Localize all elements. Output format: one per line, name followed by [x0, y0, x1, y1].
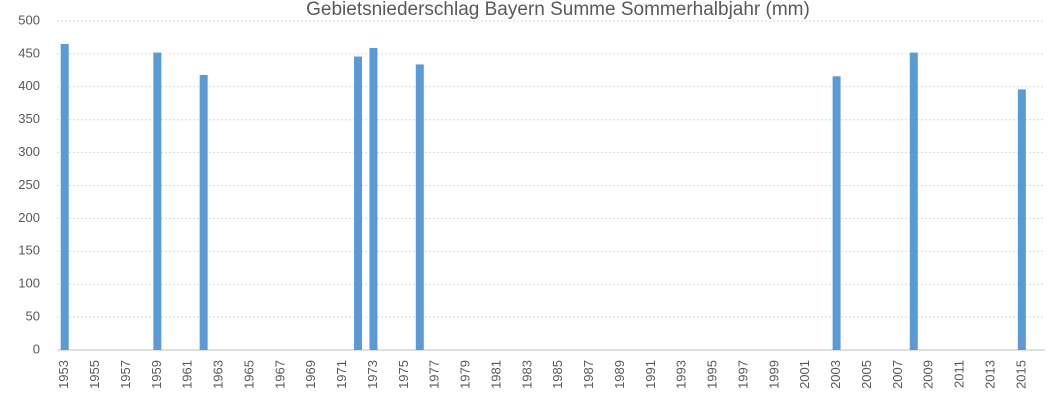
- x-tick-label: 2001: [797, 360, 812, 389]
- y-tick-label: 450: [18, 45, 40, 60]
- x-tick-label: 1981: [488, 360, 503, 389]
- x-tick-label: 1993: [674, 360, 689, 389]
- x-tick-label: 1955: [87, 360, 102, 389]
- bar: [369, 47, 378, 351]
- x-tick-label: 2007: [890, 360, 905, 389]
- y-tick-label: 300: [18, 144, 40, 159]
- x-tick-label: 1979: [458, 360, 473, 389]
- y-tick-label: 500: [18, 12, 40, 27]
- x-tick-label: 1973: [365, 360, 380, 389]
- chart-title: Gebietsniederschlag Bayern Summe Sommerh…: [306, 0, 810, 20]
- y-tick-label: 400: [18, 78, 40, 93]
- x-tick-label: 2013: [982, 360, 997, 389]
- x-tick-label: 1987: [581, 360, 596, 389]
- x-tick-label: 1985: [550, 360, 565, 389]
- bar: [909, 52, 918, 351]
- x-tick-label: 2009: [921, 360, 936, 389]
- bar: [832, 76, 841, 350]
- x-tick-label: 1983: [519, 360, 534, 389]
- bar: [1017, 89, 1026, 350]
- x-tick-label: 1999: [766, 360, 781, 389]
- x-tick-label: 2003: [828, 360, 843, 389]
- y-tick-label: 250: [18, 177, 40, 192]
- x-tick-label: 1959: [149, 360, 164, 389]
- bar: [354, 56, 363, 350]
- x-tick-label: 2005: [859, 360, 874, 389]
- x-tick-label: 1957: [118, 360, 133, 389]
- bar: [199, 74, 208, 351]
- x-tick-label: 1967: [272, 360, 287, 389]
- x-tick-label: 2015: [1013, 360, 1028, 389]
- bar: [415, 64, 424, 350]
- bar: [60, 44, 69, 350]
- x-tick-label: 1953: [56, 360, 71, 389]
- x-tick-label: 2011: [952, 360, 967, 388]
- x-tick-label: 1963: [211, 360, 226, 389]
- x-tick-label: 1997: [735, 360, 750, 389]
- x-tick-label: 1995: [705, 360, 720, 389]
- y-tick-label: 150: [18, 243, 40, 258]
- y-tick-label: 200: [18, 210, 40, 225]
- y-tick-label: 0: [33, 341, 40, 356]
- x-tick-label: 1969: [303, 360, 318, 389]
- x-tick-label: 1971: [334, 360, 349, 389]
- x-tick-label: 1965: [241, 360, 256, 389]
- y-tick-label: 350: [18, 111, 40, 126]
- x-tick-label: 1961: [180, 360, 195, 389]
- y-tick-label: 100: [18, 276, 40, 291]
- x-tick-label: 1975: [396, 360, 411, 389]
- bar: [153, 52, 162, 351]
- x-tick-label: 1977: [427, 360, 442, 389]
- x-tick-label: 1991: [643, 360, 658, 389]
- x-tick-label: 1989: [612, 360, 627, 389]
- y-tick-label: 50: [26, 309, 40, 324]
